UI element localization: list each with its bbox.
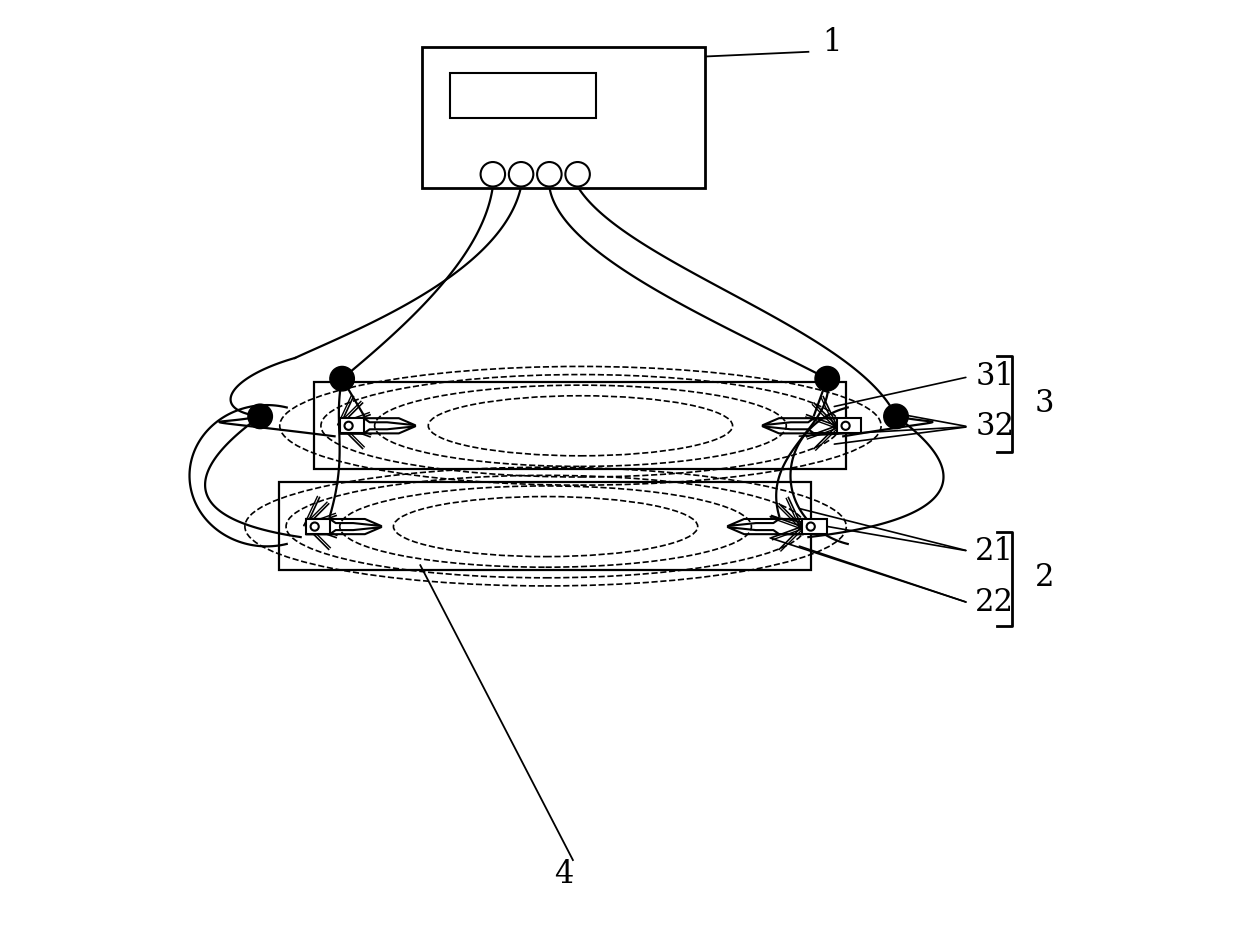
Circle shape: [481, 162, 505, 187]
Text: 1: 1: [822, 27, 842, 57]
Bar: [802, 519, 827, 534]
Bar: [340, 418, 365, 433]
Text: 21: 21: [975, 536, 1014, 566]
Text: 3: 3: [1034, 388, 1054, 418]
Circle shape: [815, 366, 839, 391]
Circle shape: [508, 162, 533, 187]
Polygon shape: [279, 482, 811, 570]
Circle shape: [248, 404, 273, 429]
Bar: [837, 418, 862, 433]
Circle shape: [537, 162, 562, 187]
Bar: [450, 73, 596, 118]
Circle shape: [807, 523, 815, 530]
Text: 31: 31: [975, 362, 1014, 392]
Text: 22: 22: [975, 588, 1014, 618]
Text: 2: 2: [1034, 562, 1054, 593]
Polygon shape: [314, 382, 846, 469]
Circle shape: [565, 162, 590, 187]
Text: 4: 4: [554, 859, 573, 889]
Text: 32: 32: [975, 412, 1014, 442]
Circle shape: [842, 422, 849, 430]
Bar: [422, 47, 704, 188]
Bar: [306, 519, 330, 534]
Circle shape: [345, 422, 352, 430]
Circle shape: [330, 366, 355, 391]
Circle shape: [884, 404, 908, 429]
Circle shape: [310, 523, 319, 530]
